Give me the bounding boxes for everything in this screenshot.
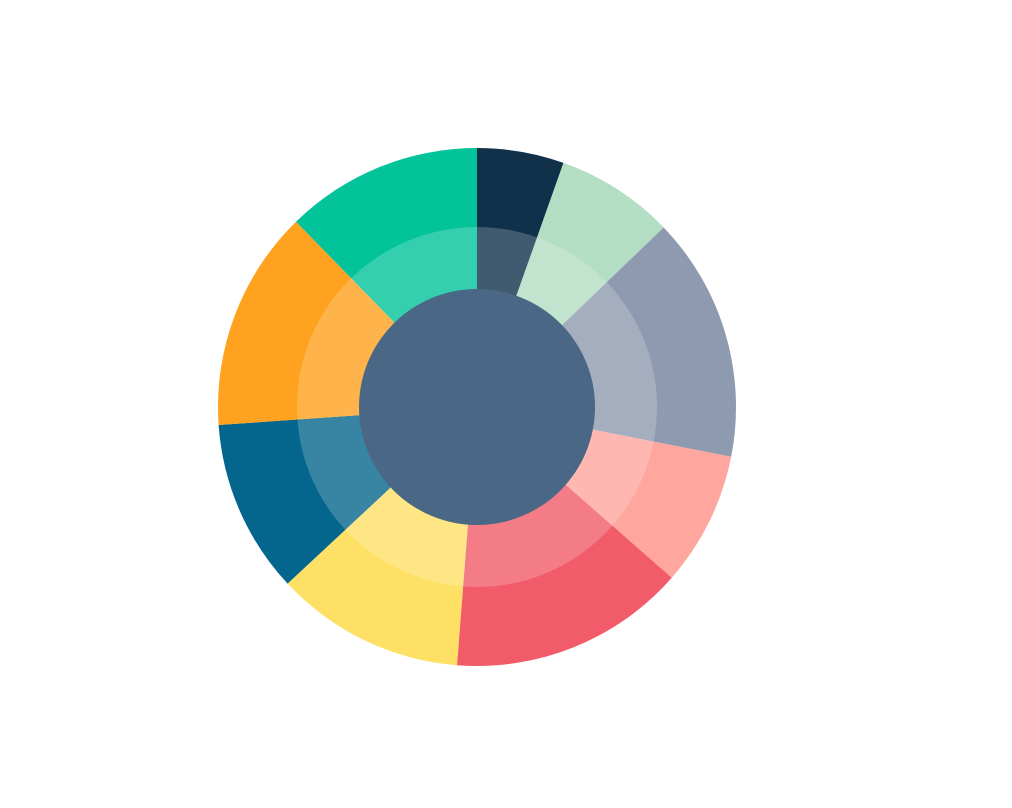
donut-center <box>359 289 595 525</box>
